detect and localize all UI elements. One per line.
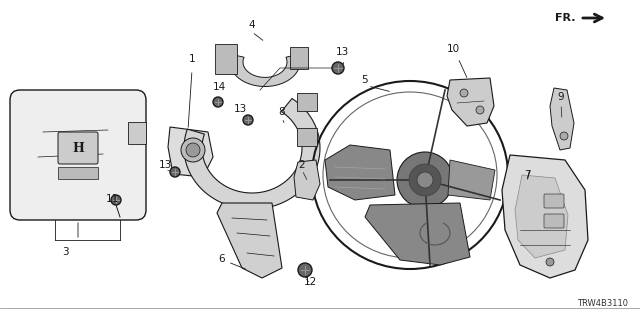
Polygon shape [448,160,495,200]
FancyBboxPatch shape [10,90,146,220]
Text: FR.: FR. [556,13,576,23]
Text: 1: 1 [189,54,195,64]
Text: 3: 3 [61,247,68,257]
Polygon shape [217,203,282,278]
Bar [128,122,146,144]
Text: TRW4B3110: TRW4B3110 [577,299,628,308]
Polygon shape [168,127,213,177]
Circle shape [409,164,441,196]
Circle shape [397,152,453,208]
Text: 4: 4 [249,20,255,30]
Circle shape [417,172,433,188]
Text: 11: 11 [106,194,118,204]
Polygon shape [550,88,574,150]
Text: 13: 13 [335,47,349,57]
Text: 13: 13 [158,160,172,170]
Text: 9: 9 [557,92,564,102]
Text: 13: 13 [234,104,246,114]
Text: 12: 12 [303,277,317,287]
Text: H: H [72,141,84,155]
Polygon shape [515,175,568,258]
Polygon shape [365,203,470,265]
Bar [297,93,317,111]
Polygon shape [502,155,588,278]
Text: 2: 2 [299,160,305,170]
Circle shape [476,106,484,114]
Circle shape [186,143,200,157]
Text: 7: 7 [524,170,531,180]
FancyBboxPatch shape [544,194,564,208]
Text: 8: 8 [278,107,285,117]
Text: 14: 14 [213,82,227,92]
Polygon shape [447,78,494,126]
Text: 6: 6 [219,254,225,264]
FancyBboxPatch shape [58,132,98,164]
Circle shape [560,132,568,140]
Circle shape [332,62,344,74]
Circle shape [298,263,312,277]
Bar [58,167,98,179]
Circle shape [213,97,223,107]
Circle shape [460,89,468,97]
Polygon shape [294,160,320,200]
FancyBboxPatch shape [544,214,564,228]
Bar [215,44,237,74]
Polygon shape [184,99,320,209]
Circle shape [170,167,180,177]
Circle shape [111,195,121,205]
Circle shape [546,258,554,266]
Polygon shape [230,54,300,86]
Text: 10: 10 [447,44,460,54]
Circle shape [243,115,253,125]
Text: 5: 5 [362,75,368,85]
Polygon shape [325,145,395,200]
Circle shape [181,138,205,162]
Bar [297,128,317,146]
Bar [290,47,308,69]
